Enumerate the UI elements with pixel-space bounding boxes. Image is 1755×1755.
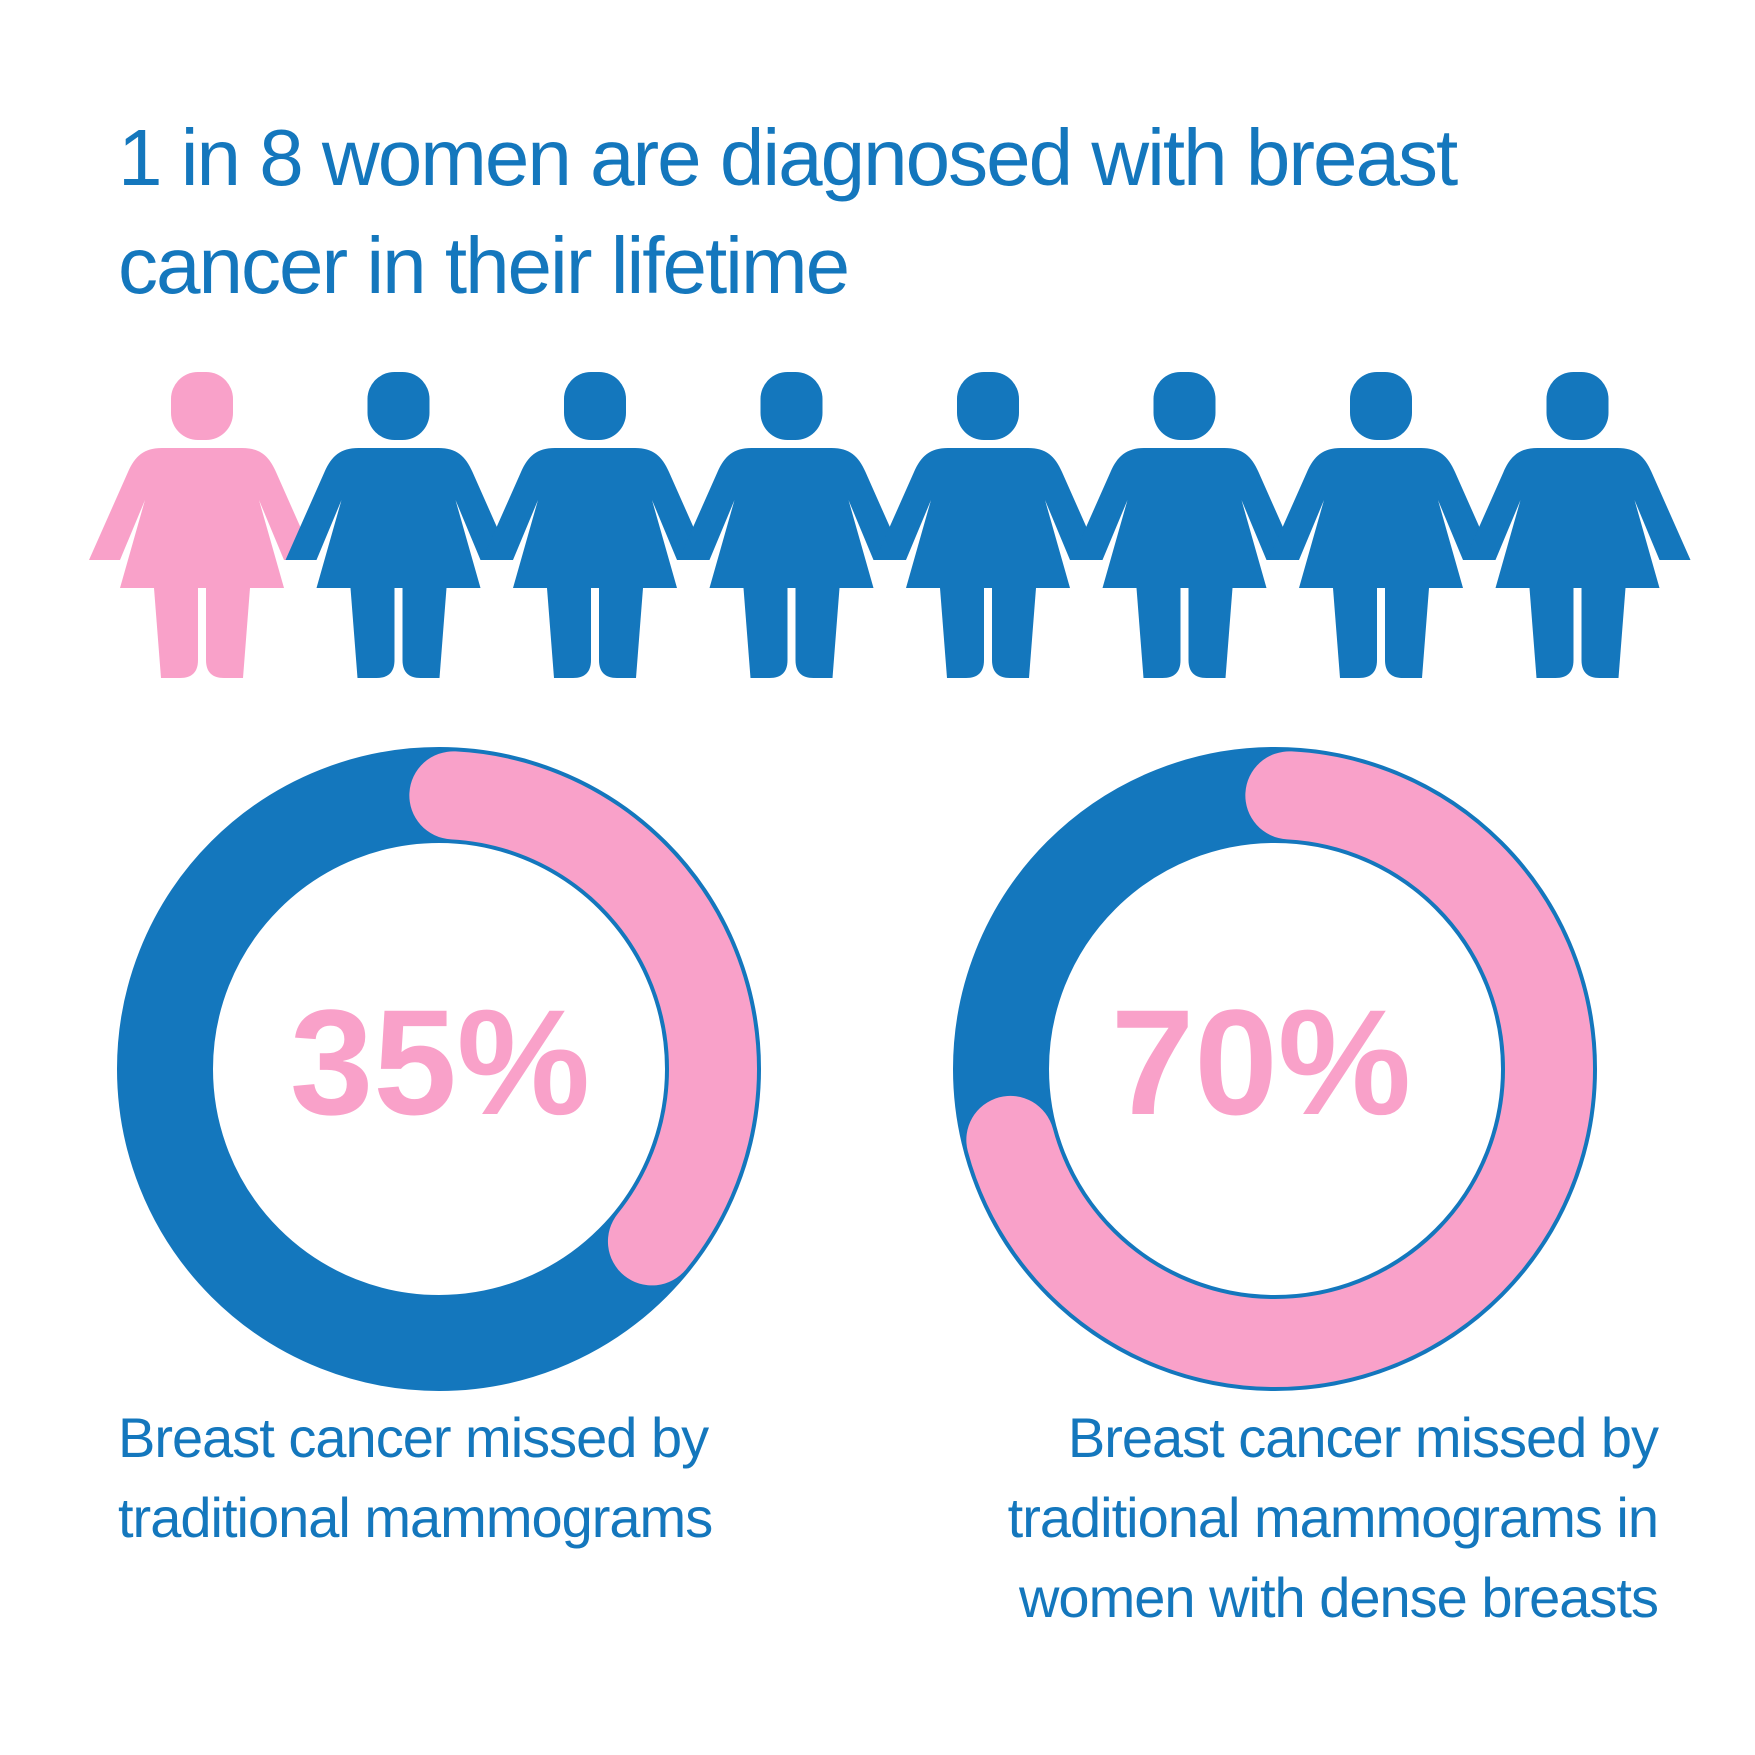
donut-value-arc bbox=[409, 751, 757, 1286]
donut-caption: Breast cancer missed by traditional mamm… bbox=[118, 1406, 713, 1549]
donut-value-label: 35% bbox=[289, 978, 591, 1146]
donut-value-label: 70% bbox=[1110, 978, 1412, 1146]
headline: 1 in 8 women are diagnosed with breast c… bbox=[118, 113, 1458, 310]
donut-value-arc bbox=[966, 751, 1593, 1387]
donut-caption: Breast cancer missed by traditional mamm… bbox=[1007, 1406, 1659, 1629]
